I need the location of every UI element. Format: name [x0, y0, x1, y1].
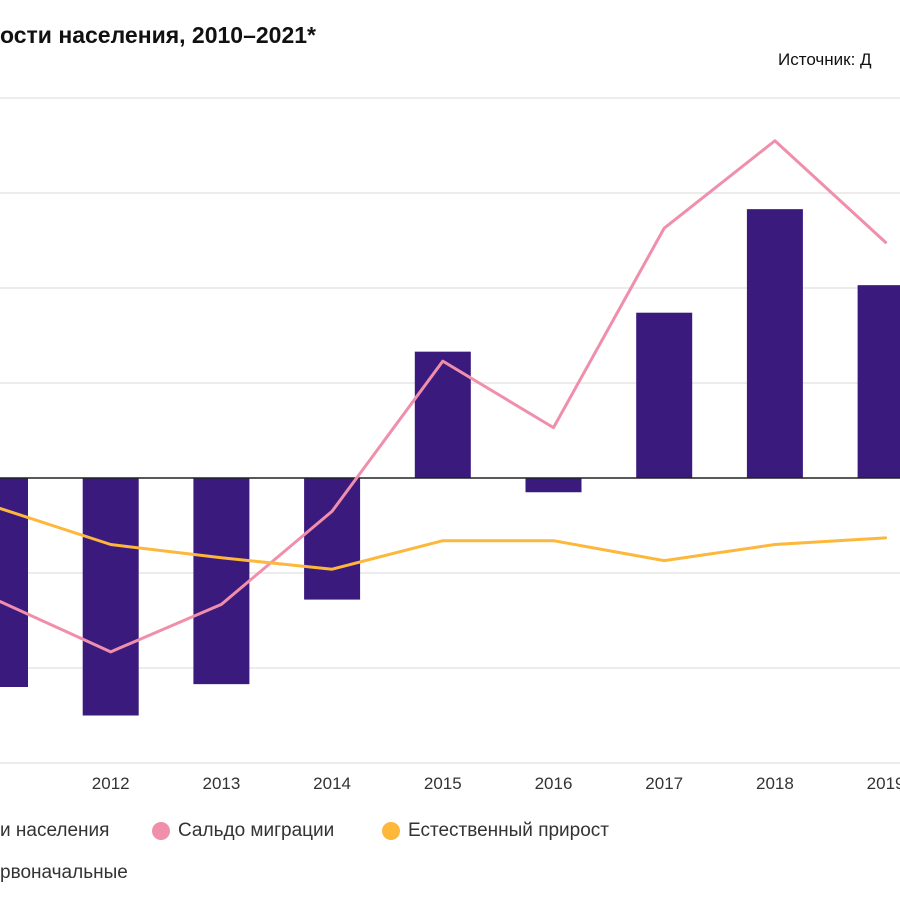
- legend-label-migration: Сальдо миграции: [178, 820, 335, 841]
- legend-dot-migration: [152, 822, 170, 840]
- x-tick-2015: 2015: [424, 774, 462, 793]
- bar-2016: [525, 478, 582, 493]
- x-tick-2019: 2019: [867, 774, 900, 793]
- line-series: [0, 139, 888, 654]
- legend-item-bars: и населения: [0, 820, 109, 842]
- legend-label-natural: Естественный прирост: [408, 820, 610, 841]
- source-label: Источник: Д: [778, 50, 872, 69]
- x-tick-2013: 2013: [202, 774, 240, 793]
- x-tick-2014: 2014: [313, 774, 351, 793]
- x-tick-2017: 2017: [645, 774, 683, 793]
- legend-dot-natural: [382, 822, 400, 840]
- legend-item-migration: Сальдо миграции: [152, 820, 334, 842]
- bar-2014: [304, 478, 361, 600]
- chart-title: ости населения, 2010–2021*: [0, 22, 317, 48]
- line-natural-growth: [0, 506, 888, 571]
- x-tick-2018: 2018: [756, 774, 794, 793]
- x-tick-2016: 2016: [535, 774, 573, 793]
- legend-item-natural: Естественный прирост: [382, 820, 609, 842]
- line-migration: [0, 139, 888, 654]
- chart-canvas: 2012 2013 2014 2015 2016 2017 2018 2019: [0, 97, 900, 793]
- bar-2019: [857, 285, 900, 478]
- bar-2015: [414, 351, 471, 478]
- legend-label-bars: и населения: [0, 820, 110, 841]
- x-axis-tick-labels: 2012 2013 2014 2015 2016 2017 2018 2019: [92, 774, 900, 793]
- bar-series: [0, 209, 900, 716]
- footnote: рвоначальные: [0, 862, 128, 883]
- bar-2017: [636, 312, 693, 478]
- bar-2018: [746, 209, 803, 478]
- bar-2013: [193, 478, 250, 685]
- x-tick-2012: 2012: [92, 774, 130, 793]
- bar-2012: [82, 478, 139, 716]
